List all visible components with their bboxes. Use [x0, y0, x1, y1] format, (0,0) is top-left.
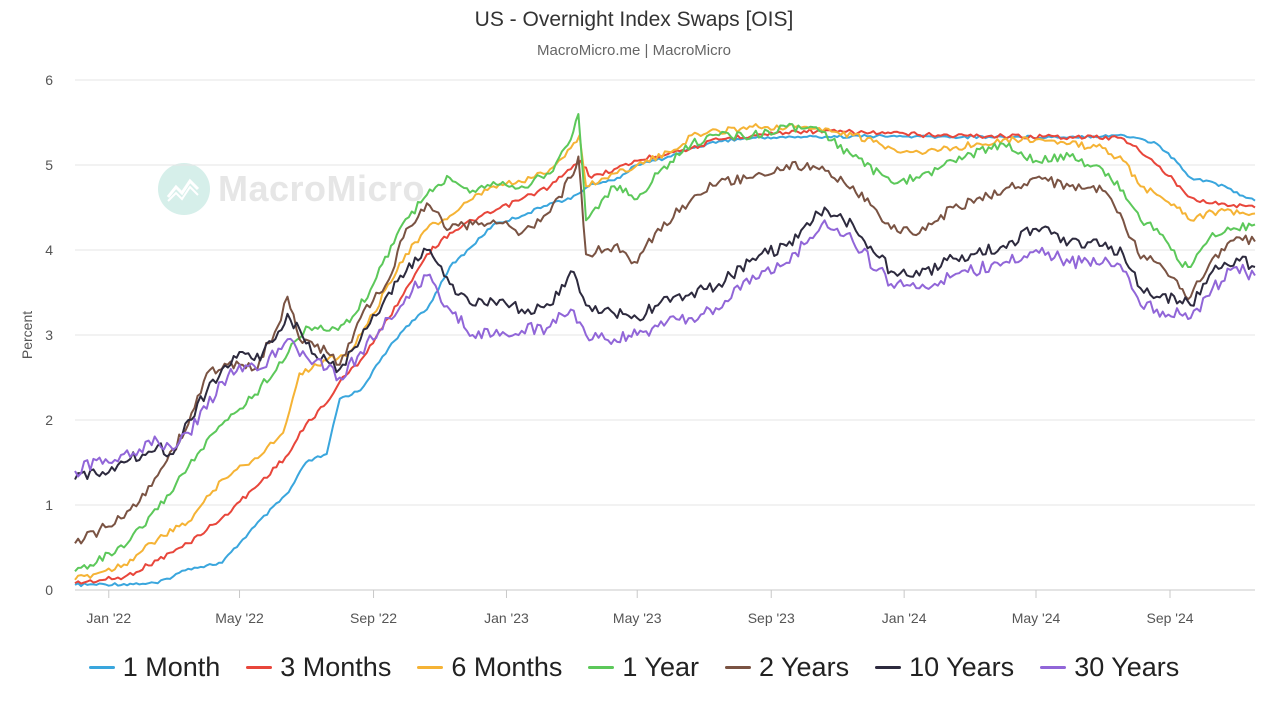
legend: 1 Month 3 Months 6 Months 1 Year 2 Years 10 Y…: [0, 652, 1268, 683]
x-tick-label: Sep '23: [748, 610, 795, 626]
y-tick-label: 6: [45, 72, 53, 88]
series-line-30-years: [74, 219, 1256, 478]
series-line-10-years: [74, 206, 1256, 480]
legend-item-6-months[interactable]: 6 Months: [417, 652, 562, 683]
series-lines: [74, 113, 1256, 588]
legend-label: 1 Year: [622, 652, 699, 682]
legend-label: 30 Years: [1074, 652, 1180, 682]
series-line-3-months: [74, 128, 1256, 585]
legend-label: 1 Month: [122, 652, 221, 682]
legend-label: 6 Months: [451, 652, 563, 682]
y-tick-label: 5: [45, 157, 53, 173]
legend-item-2-years[interactable]: 2 Years: [724, 652, 850, 683]
legend-item-1-year[interactable]: 1 Year: [588, 652, 699, 683]
series-line-6-months: [74, 123, 1256, 581]
legend-swatch: [875, 666, 902, 669]
axes: 0 1 2 3 4 5 6 Percent Jan '22 May '22 Sep '22 Jan '…: [19, 72, 1194, 626]
y-tick-label: 4: [45, 242, 53, 258]
y-tick-label: 3: [45, 327, 53, 343]
x-tick-label: May '24: [1012, 610, 1061, 626]
y-axis-label: Percent: [19, 311, 35, 359]
y-tick-label: 1: [45, 497, 53, 513]
legend-swatch: [246, 666, 273, 669]
legend-swatch: [724, 666, 751, 669]
x-tick-label: Sep '24: [1146, 610, 1193, 626]
legend-swatch: [588, 666, 615, 669]
legend-swatch: [417, 666, 444, 669]
legend-item-3-months[interactable]: 3 Months: [246, 652, 391, 683]
series-line-1-month: [74, 133, 1256, 588]
legend-label: 3 Months: [280, 652, 392, 682]
y-tick-label: 0: [45, 582, 53, 598]
grid: [75, 79, 1255, 591]
y-tick-label: 2: [45, 412, 53, 428]
watermark: MacroMicro: [158, 163, 425, 215]
x-tick-label: May '23: [613, 610, 662, 626]
x-tick-label: Sep '22: [350, 610, 397, 626]
chart-subtitle: MacroMicro.me | MacroMicro: [537, 42, 731, 59]
x-tick-label: Jan '24: [882, 610, 927, 626]
legend-item-1-month[interactable]: 1 Month: [88, 652, 221, 683]
x-tick-label: Jan '22: [86, 610, 131, 626]
legend-swatch: [1040, 666, 1067, 669]
x-tick-label: Jan '23: [484, 610, 529, 626]
series-line-2-years: [74, 155, 1256, 545]
legend-swatch: [88, 666, 115, 669]
legend-label: 2 Years: [758, 652, 850, 682]
legend-item-30-years[interactable]: 30 Years: [1040, 652, 1179, 683]
x-tick-label: May '22: [215, 610, 264, 626]
watermark-logo-icon: [158, 163, 210, 215]
legend-label: 10 Years: [909, 652, 1015, 682]
series-line-1-year: [74, 113, 1256, 572]
watermark-text: MacroMicro: [218, 168, 426, 209]
legend-item-10-years[interactable]: 10 Years: [875, 652, 1014, 683]
chart-title: US - Overnight Index Swaps [OIS]: [474, 8, 794, 31]
chart-svg: 0 1 2 3 4 5 6 Percent Jan '22 May '22 Sep '22 Jan '…: [19, 72, 1256, 626]
